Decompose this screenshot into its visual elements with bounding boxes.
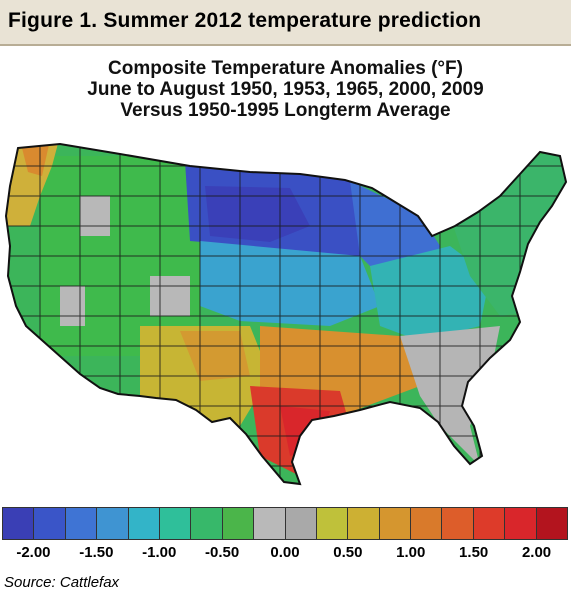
map-title-line-1: Composite Temperature Anomalies (°F): [108, 58, 463, 79]
legend-tick-6: 1.00: [396, 544, 426, 561]
legend-swatch-4: [128, 508, 160, 539]
region-great-lakes: [350, 181, 440, 276]
legend-swatch-15: [473, 508, 506, 539]
legend-tick-5: 0.50: [333, 544, 363, 561]
legend-swatch-2: [65, 508, 98, 539]
legend-tick-1: -1.50: [79, 544, 114, 561]
region-southeast: [400, 326, 500, 466]
legend-swatch-14: [442, 508, 474, 539]
legend-swatch-13: [411, 508, 443, 539]
legend-swatch-0: [3, 508, 35, 539]
legend-swatch-3: [97, 508, 129, 539]
figure-heading: Figure 1. Summer 2012 temperature predic…: [8, 9, 482, 32]
color-legend: [2, 507, 568, 540]
legend-swatch-11: [348, 508, 380, 539]
legend-swatch-16: [505, 508, 537, 539]
legend-swatch-7: [222, 508, 255, 539]
legend-tick-2: -1.00: [142, 544, 177, 561]
legend-tick-7: 1.50: [459, 544, 489, 561]
legend-swatch-1: [34, 508, 66, 539]
legend-tick-labels: -2.00 -1.50 -1.00 -0.50 0.00 0.50 1.00 1.50 2.00: [0, 544, 571, 564]
region-central-plains: [200, 241, 380, 326]
legend-tick-0: -2.00: [16, 544, 51, 561]
legend-swatch-5: [159, 508, 192, 539]
legend-swatch-9: [285, 508, 317, 539]
legend-swatch-12: [379, 508, 412, 539]
source-credit: Source: Cattlefax: [4, 574, 120, 591]
legend-swatch-17: [536, 508, 568, 539]
map-title-line-3: Versus 1950-1995 Longterm Average: [120, 100, 451, 121]
legend-tick-8: 2.00: [521, 544, 552, 561]
figure-header: Figure 1. Summer 2012 temperature predic…: [0, 0, 571, 46]
us-outline: [4, 142, 568, 486]
legend-tick-3: -0.50: [205, 544, 240, 561]
map-title: Composite Temperature Anomalies (°F) Jun…: [0, 58, 571, 121]
map-title-line-2: June to August 1950, 1953, 1965, 2000, 2…: [87, 79, 484, 100]
legend-swatch-8: [254, 508, 286, 539]
legend-swatch-6: [191, 508, 223, 539]
legend-tick-4: 0.00: [270, 544, 300, 561]
us-anomaly-map: [4, 142, 568, 486]
legend-swatch-10: [316, 508, 349, 539]
